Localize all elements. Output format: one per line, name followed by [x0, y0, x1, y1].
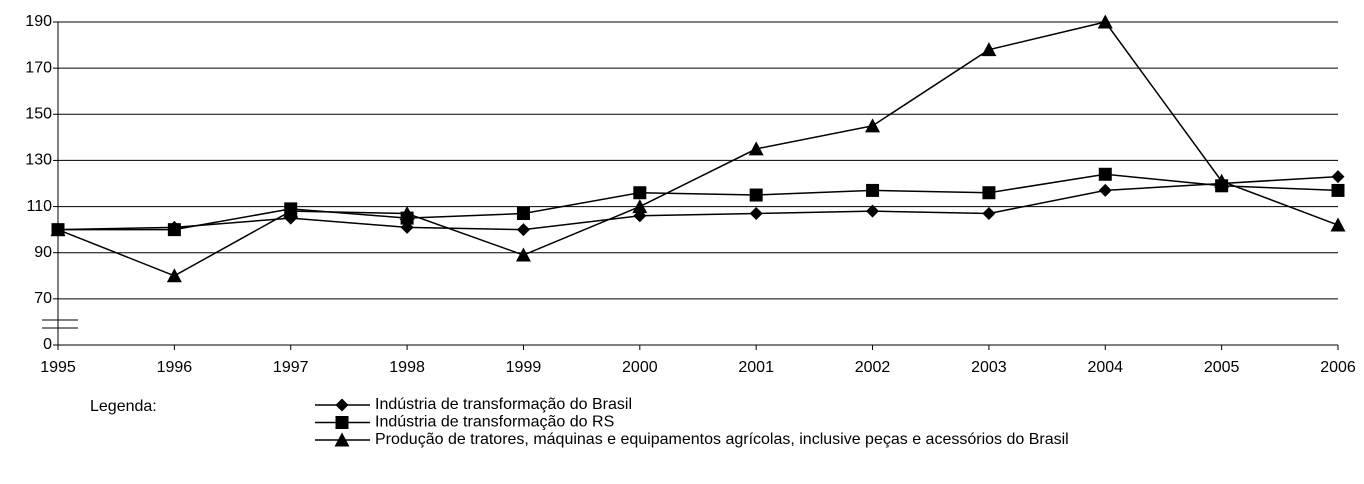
- marker-diamond: [1331, 170, 1345, 184]
- marker-triangle: [1097, 14, 1113, 29]
- x-tick-label: 1998: [389, 359, 425, 376]
- marker-square: [749, 188, 763, 202]
- marker-square: [1098, 167, 1112, 181]
- y-tick-label: 90: [34, 244, 52, 261]
- marker-diamond: [982, 206, 996, 220]
- y-tick-label: 130: [25, 152, 52, 169]
- legend-label: Indústria de transformação do RS: [375, 414, 614, 431]
- marker-triangle: [1214, 173, 1230, 188]
- marker-diamond: [749, 206, 763, 220]
- marker-triangle: [283, 203, 299, 218]
- marker-diamond: [516, 223, 530, 237]
- series-line: [58, 173, 1339, 231]
- x-tick-label: 2001: [738, 359, 774, 376]
- marker-square: [516, 206, 530, 220]
- marker-triangle: [981, 42, 997, 57]
- x-tick-label: 2000: [622, 359, 658, 376]
- marker-square: [1331, 183, 1345, 197]
- axis-break: [42, 319, 78, 329]
- y-tick-label: 150: [25, 106, 52, 123]
- y-tick-label: 190: [25, 13, 52, 30]
- legend-label: Produção de tratores, máquinas e equipam…: [375, 431, 1069, 448]
- marker-square: [633, 186, 647, 200]
- marker-triangle: [50, 222, 66, 237]
- marker-triangle: [166, 268, 182, 283]
- marker-diamond: [1098, 183, 1112, 197]
- x-tick-label: 2003: [971, 359, 1007, 376]
- series-line: [57, 175, 1339, 231]
- x-tick-label: 1996: [157, 359, 193, 376]
- y-tick-label: 110: [26, 198, 52, 215]
- x-tick-label: 1995: [40, 359, 76, 376]
- marker-triangle: [399, 205, 415, 220]
- y-tick-label: 70: [34, 290, 52, 307]
- marker-triangle: [632, 199, 648, 214]
- x-tick-label: 2005: [1204, 359, 1240, 376]
- x-tick-label: 1997: [273, 359, 309, 376]
- legend-title: Legenda:: [90, 398, 157, 415]
- marker-square: [335, 416, 349, 429]
- x-tick-label: 2002: [855, 359, 891, 376]
- y-tick-label: 0: [43, 336, 52, 353]
- x-tick-label: 2006: [1320, 359, 1356, 376]
- series-line: [57, 21, 1339, 277]
- legend-label: Indústria de transformação do Brasil: [375, 396, 632, 413]
- marker-square: [866, 183, 880, 197]
- x-tick-label: 2004: [1087, 359, 1123, 376]
- marker-diamond: [335, 398, 349, 412]
- marker-triangle: [334, 432, 350, 447]
- marker-triangle: [748, 141, 764, 156]
- marker-triangle: [1330, 217, 1346, 232]
- y-tick-label: 170: [25, 59, 52, 76]
- marker-square: [167, 223, 181, 237]
- marker-square: [982, 186, 996, 200]
- marker-triangle: [515, 247, 531, 262]
- marker-diamond: [866, 204, 880, 218]
- marker-triangle: [865, 118, 881, 133]
- x-tick-label: 1999: [506, 359, 542, 376]
